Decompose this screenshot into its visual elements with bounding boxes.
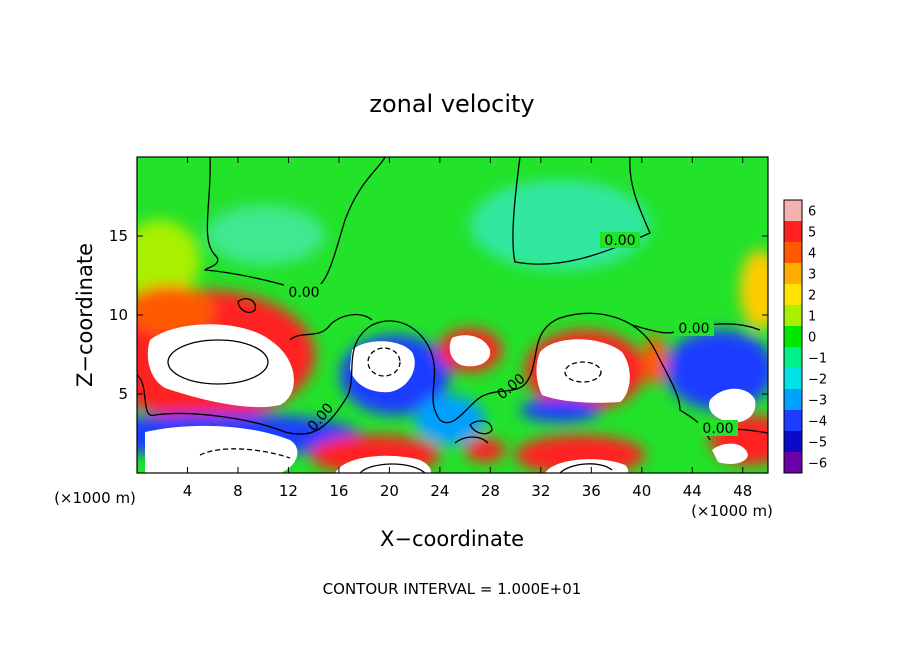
zero-contours [137, 157, 768, 473]
colorbar-swatch [784, 410, 802, 432]
x-tick-label: 28 [481, 482, 500, 500]
colorbar-label: −6 [808, 457, 827, 472]
contour-label: 0.00 [678, 321, 709, 337]
colorbar-label: 0 [808, 331, 816, 346]
red-region [465, 438, 505, 462]
white-core [536, 339, 630, 403]
x-tick-label: 32 [531, 482, 550, 500]
white-core [708, 388, 756, 423]
contour-line-positive [359, 463, 426, 473]
x-tick-label: 24 [430, 482, 449, 500]
colorbar-swatch [784, 347, 802, 369]
contour-line-negative [367, 347, 401, 377]
colorbar-swatch [784, 200, 802, 222]
white-core [545, 459, 629, 473]
label-bg [284, 284, 324, 300]
colorbar: 6 5 4 3 2 1 0 −1 −2 −3 −4 −5 −6 [783, 199, 827, 474]
white-core [449, 335, 491, 367]
colorbar-frame [783, 199, 803, 474]
contour-line [454, 436, 489, 444]
x-tick-label: 8 [233, 482, 243, 500]
x-tick-label: 16 [329, 482, 348, 500]
y-tick-label: 10 [109, 306, 128, 324]
colorbar-swatch [784, 263, 802, 285]
colorbar-label: −3 [808, 394, 827, 409]
contour-label: 0.00 [288, 285, 319, 301]
blue-region [520, 398, 600, 422]
x-tick-label: 40 [632, 482, 651, 500]
white-core [145, 425, 298, 473]
x-axis-title: X−coordinate [380, 527, 524, 551]
colorbar-swatch [784, 305, 802, 327]
contour-line [237, 298, 257, 313]
x-unit-left: (×1000 m) [54, 489, 136, 507]
lightblue-region [415, 395, 485, 445]
colorbar-label: 4 [808, 247, 816, 262]
label-bg [674, 320, 714, 336]
y-tick-label: 5 [118, 385, 128, 403]
colorbar-swatch [784, 221, 802, 243]
contour-line [137, 312, 711, 441]
white-core [350, 341, 415, 393]
colorbar-label: −2 [808, 373, 827, 388]
contour-line-negative [564, 361, 602, 383]
saturated-cores [145, 324, 756, 473]
colorbar-swatch [784, 326, 802, 348]
colorbar-label: −1 [808, 352, 827, 367]
yellowgreen-region [137, 220, 200, 300]
colorbar-label: 3 [808, 268, 816, 283]
cyan-region [205, 205, 325, 265]
contour-line-positive [559, 463, 613, 473]
colorbar-label: 2 [808, 289, 816, 304]
colorbar-swatch [784, 431, 802, 453]
x-unit-right: (×1000 m) [691, 502, 773, 520]
contour-label: 0.00 [604, 233, 635, 249]
contour-line [289, 313, 373, 341]
orange-region [137, 285, 215, 335]
x-tick-label: 44 [683, 482, 702, 500]
colorbar-label: 5 [808, 226, 816, 241]
colorbar-swatch [784, 368, 802, 390]
yellow-region [740, 250, 768, 330]
contour-line [469, 420, 493, 435]
chart-title: zonal velocity [369, 90, 534, 118]
white-core [147, 324, 294, 408]
contour-line [512, 157, 651, 265]
colorbar-label: −5 [808, 436, 827, 451]
contour-interval-note: CONTOUR INTERVAL = 1.000E+01 [323, 580, 582, 598]
plot-area: 0.00 0.00 0.00 0.00 0.00 0.00 4 8 12 16 20 24… [109, 156, 769, 500]
x-tick-label: 20 [380, 482, 399, 500]
colorbar-swatch [784, 389, 802, 411]
x-tick-label: 48 [733, 482, 752, 500]
colorbar-label: 6 [808, 205, 816, 220]
colorbar-label: −4 [808, 415, 827, 430]
colorbar-swatch [784, 284, 802, 306]
contour-line-positive [167, 339, 269, 385]
label-bg [600, 232, 640, 248]
white-core [712, 443, 748, 464]
colorbar-swatch [784, 242, 802, 264]
contour-line [204, 157, 386, 292]
contour-line-negative [199, 448, 291, 459]
orange-region [643, 335, 667, 385]
x-tick-label: 4 [183, 482, 193, 500]
y-tick-label: 15 [109, 227, 128, 245]
x-tick-label: 36 [582, 482, 601, 500]
colorbar-label: 1 [808, 310, 816, 325]
x-tick-label: 12 [279, 482, 298, 500]
label-bg [698, 420, 738, 436]
y-axis-title: Z−coordinate [73, 243, 97, 387]
heatmap-field: 0.00 0.00 0.00 0.00 0.00 0.00 [137, 157, 768, 473]
contour-label: 0.00 [702, 421, 733, 437]
cyan-region [470, 180, 650, 270]
colorbar-swatch [784, 452, 802, 474]
